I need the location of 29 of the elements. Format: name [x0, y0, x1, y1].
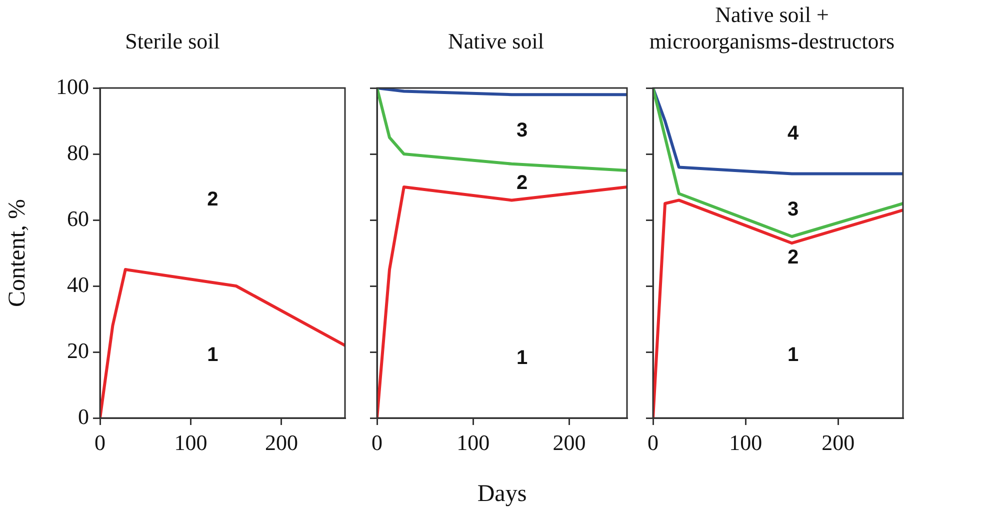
x-tick-label: 0 [648, 430, 658, 455]
x-tick-label: 100 [174, 430, 208, 455]
x-tick-label: 200 [822, 430, 855, 455]
annotation: 1 [207, 344, 218, 366]
y-tick-label: 40 [67, 272, 89, 297]
x-tick-label: 0 [372, 430, 382, 455]
x-tick-label: 0 [94, 430, 106, 455]
annotation: 1 [516, 347, 528, 370]
annotation: 4 [787, 122, 800, 145]
x-axis-title: Days [477, 480, 527, 507]
x-tick-label: 200 [264, 430, 298, 455]
y-tick-label: 60 [67, 206, 89, 231]
annotation: 2 [787, 246, 799, 268]
annotation: 2 [516, 172, 528, 194]
chart-title: Native soil [448, 28, 544, 54]
annotation: 2 [207, 188, 218, 211]
y-axis-title: Content, % [4, 199, 31, 307]
x-tick-label: 100 [456, 430, 490, 455]
y-tick-label: 100 [56, 74, 89, 99]
x-tick-label: 200 [552, 430, 586, 455]
y-tick-label: 80 [67, 140, 89, 165]
x-tick-label: 100 [729, 430, 762, 455]
annotation: 3 [787, 198, 799, 221]
chart-title: Native soil + microorganisms-destructors [649, 2, 895, 54]
y-tick-label: 20 [67, 338, 89, 363]
annotation: 3 [516, 119, 528, 142]
chart-title: Sterile soil [125, 28, 220, 54]
y-tick-label: 0 [78, 404, 89, 429]
annotation: 1 [787, 344, 799, 366]
